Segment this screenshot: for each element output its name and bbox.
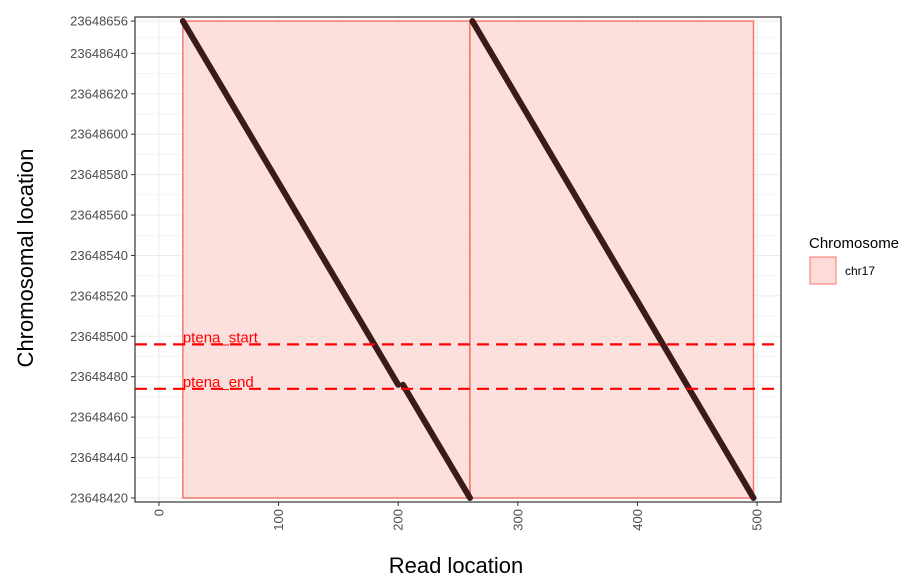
x-tick-label: 0 [151, 509, 166, 516]
y-tick-label: 23648440 [70, 450, 128, 465]
reference-lines: ptena_start ptena_end [135, 329, 781, 391]
y-tick-label: 23648656 [70, 14, 128, 29]
alignment-segment-3 [469, 18, 757, 501]
x-tick-label: 400 [630, 509, 645, 531]
x-tick-label: 100 [271, 509, 286, 531]
y-tick-label: 23648580 [70, 167, 128, 182]
y-tick-label: 23648620 [70, 86, 128, 101]
y-axis-title: Chromosomal location [13, 149, 38, 368]
y-tick-label: 23648540 [70, 248, 128, 263]
legend: Chromosome chr17 [809, 235, 899, 285]
x-tick-label: 300 [510, 509, 525, 531]
hline-label-ptena_end: ptena_end [183, 374, 254, 391]
plot-panel-border [134, 16, 782, 503]
hline-label-ptena_start: ptena_start [183, 329, 259, 346]
y-tick-label: 23648500 [70, 329, 128, 344]
legend-title: Chromosome [809, 235, 899, 252]
x-tick-label: 500 [750, 509, 765, 531]
alignment-segments [179, 18, 757, 501]
y-tick-label: 23648420 [70, 490, 128, 505]
y-tick-label: 23648480 [70, 369, 128, 384]
x-axis-ticks: 0 100 200 300 400 500 [151, 502, 765, 531]
y-tick-label: 23648460 [70, 410, 128, 425]
plot-border [134, 16, 782, 503]
y-tick-label: 23648640 [70, 46, 128, 61]
x-axis-title: Read location [389, 553, 524, 577]
y-tick-label: 23648560 [70, 208, 128, 223]
legend-swatch-chr17 [809, 256, 837, 285]
legend-label-chr17: chr17 [845, 264, 875, 278]
y-tick-label: 23648520 [70, 288, 128, 303]
alignment-segment-1 [179, 18, 402, 388]
y-tick-label: 23648600 [70, 127, 128, 142]
chromosome-regions [182, 20, 755, 499]
alignment-segment-2 [399, 381, 473, 501]
x-tick-label: 200 [391, 509, 406, 531]
y-axis-ticks: 23648420 23648440 23648460 23648480 23648500… [70, 14, 135, 505]
